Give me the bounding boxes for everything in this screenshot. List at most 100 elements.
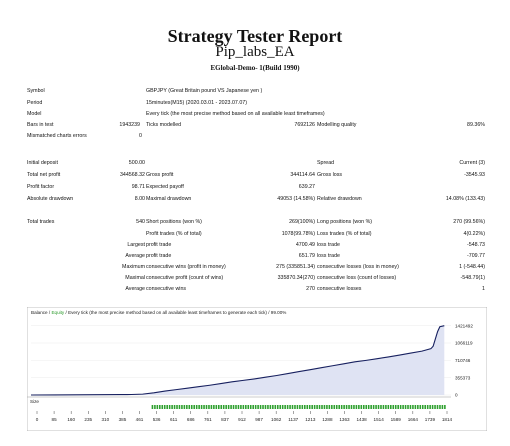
total-trades-label: Total trades xyxy=(27,219,55,225)
size-bar xyxy=(254,405,257,409)
size-bar xyxy=(399,405,402,409)
x-tick-label: 235 xyxy=(84,417,92,422)
size-bar xyxy=(299,405,301,409)
size-bar xyxy=(272,405,274,409)
mismatch-label: Mismatched charts errors xyxy=(27,133,87,139)
size-bar xyxy=(380,405,382,409)
x-tick-label: 160 xyxy=(67,417,75,422)
size-bar xyxy=(338,405,340,409)
x-tick-label: 385 xyxy=(119,417,127,422)
size-bar xyxy=(402,405,404,409)
size-bar xyxy=(441,405,444,409)
size-bar xyxy=(286,405,289,409)
size-bar xyxy=(267,405,269,409)
size-bar xyxy=(426,405,429,409)
expected-payoff-label: Expected payoff xyxy=(146,184,184,190)
size-bar xyxy=(284,405,286,409)
long-value: 270 (99.56%) xyxy=(453,219,485,225)
size-bar xyxy=(213,405,215,409)
short-label: Short positions (won %) xyxy=(146,219,202,225)
size-bar xyxy=(301,405,304,409)
x-tick-label: 611 xyxy=(170,417,178,422)
size-bar xyxy=(340,405,343,409)
net-profit-value: 344568.32 xyxy=(119,172,145,178)
balance-chart: Balance / Equity / Every tick (the most … xyxy=(27,307,487,431)
x-tick-label: 912 xyxy=(238,417,246,422)
model-value: Every tick (the most precise method base… xyxy=(146,111,325,117)
average2-label: Average xyxy=(125,286,145,292)
size-bar xyxy=(335,405,338,409)
x-tick-label: 837 xyxy=(221,417,229,422)
size-bar xyxy=(220,405,223,409)
size-bar xyxy=(412,405,414,409)
x-tick-label: 1363 xyxy=(339,417,350,422)
size-bar xyxy=(240,405,242,409)
size-bar xyxy=(215,405,218,409)
size-bar xyxy=(217,405,220,409)
size-bar xyxy=(404,405,407,409)
size-bar xyxy=(321,405,323,409)
size-bar xyxy=(390,405,392,409)
size-bar xyxy=(439,405,441,409)
x-tick-label: 1814 xyxy=(442,417,453,422)
x-tick-label: 1664 xyxy=(408,417,419,422)
size-bar xyxy=(222,405,225,409)
size-bar xyxy=(333,405,336,409)
size-bar xyxy=(365,405,368,409)
largest-label: Largest xyxy=(127,242,145,248)
size-bar xyxy=(414,405,417,409)
size-bar xyxy=(444,405,446,409)
avg-cons-wins-value: 270 xyxy=(306,286,315,292)
legend-equity: Equity xyxy=(51,310,64,315)
long-label: Long positions (won %) xyxy=(317,219,373,225)
net-profit-label: Total net profit xyxy=(27,172,61,178)
size-bar xyxy=(269,405,272,409)
size-bar xyxy=(232,405,235,409)
size-bar xyxy=(394,405,397,409)
size-bar xyxy=(181,405,183,409)
size-bar xyxy=(326,405,328,409)
size-bar xyxy=(247,405,250,409)
max-drawdown-label: Maximal drawdown xyxy=(146,196,192,202)
gross-profit-value: 344114.64 xyxy=(290,172,315,178)
x-tick-label: 1137 xyxy=(288,417,298,422)
x-tick-label: 310 xyxy=(101,417,109,422)
size-bar xyxy=(262,405,264,409)
profit-factor-value: 98.71 xyxy=(131,184,145,190)
report-subtitle: Pip_labs_EA xyxy=(215,44,295,60)
y-tick-label: 355373 xyxy=(455,375,471,380)
server-info: EGlobal-Demo- 1(Build 1990) xyxy=(210,64,300,72)
balance-line xyxy=(30,325,445,396)
balance-area xyxy=(31,325,445,395)
size-bar xyxy=(294,405,296,409)
bars-value: 1943239 xyxy=(119,122,140,128)
x-tick-label: 1438 xyxy=(356,417,367,422)
size-bar xyxy=(225,405,227,409)
maxl-cons-loss-value: -548.79(1) xyxy=(460,275,485,281)
x-axis-ticks: 0 85 160 235 310 385 461 536 611 686 761 837 912 987 1… xyxy=(36,411,453,422)
size-bar xyxy=(291,405,294,409)
size-bar xyxy=(168,405,171,409)
x-tick-label: 987 xyxy=(255,417,263,422)
size-bar xyxy=(227,405,230,409)
loss-trades-label: Loss trades (% of total) xyxy=(317,231,372,237)
size-bar xyxy=(264,405,267,409)
symbol-value: GBPJPY (Great Britain pound VS Japanese … xyxy=(146,88,263,94)
size-bar xyxy=(382,405,385,409)
size-bar xyxy=(151,405,154,409)
size-bar xyxy=(318,405,321,409)
size-bar xyxy=(156,405,159,409)
size-bar xyxy=(230,405,232,409)
quality-label: Modelling quality xyxy=(317,122,357,128)
size-bar xyxy=(397,405,399,409)
x-tick-label: 1739 xyxy=(425,417,436,422)
size-bar xyxy=(308,405,311,409)
size-bar xyxy=(205,405,208,409)
ticks-value: 7692126 xyxy=(294,122,315,128)
gross-loss-value: -3545.93 xyxy=(464,172,485,178)
x-tick-label: 1589 xyxy=(391,417,402,422)
x-tick-label: 761 xyxy=(204,417,212,422)
maximal-label: Maximal xyxy=(125,275,145,281)
gross-profit-label: Gross profit xyxy=(146,172,174,178)
max-cons-wins-label: consecutive wins (profit in money) xyxy=(146,264,226,270)
